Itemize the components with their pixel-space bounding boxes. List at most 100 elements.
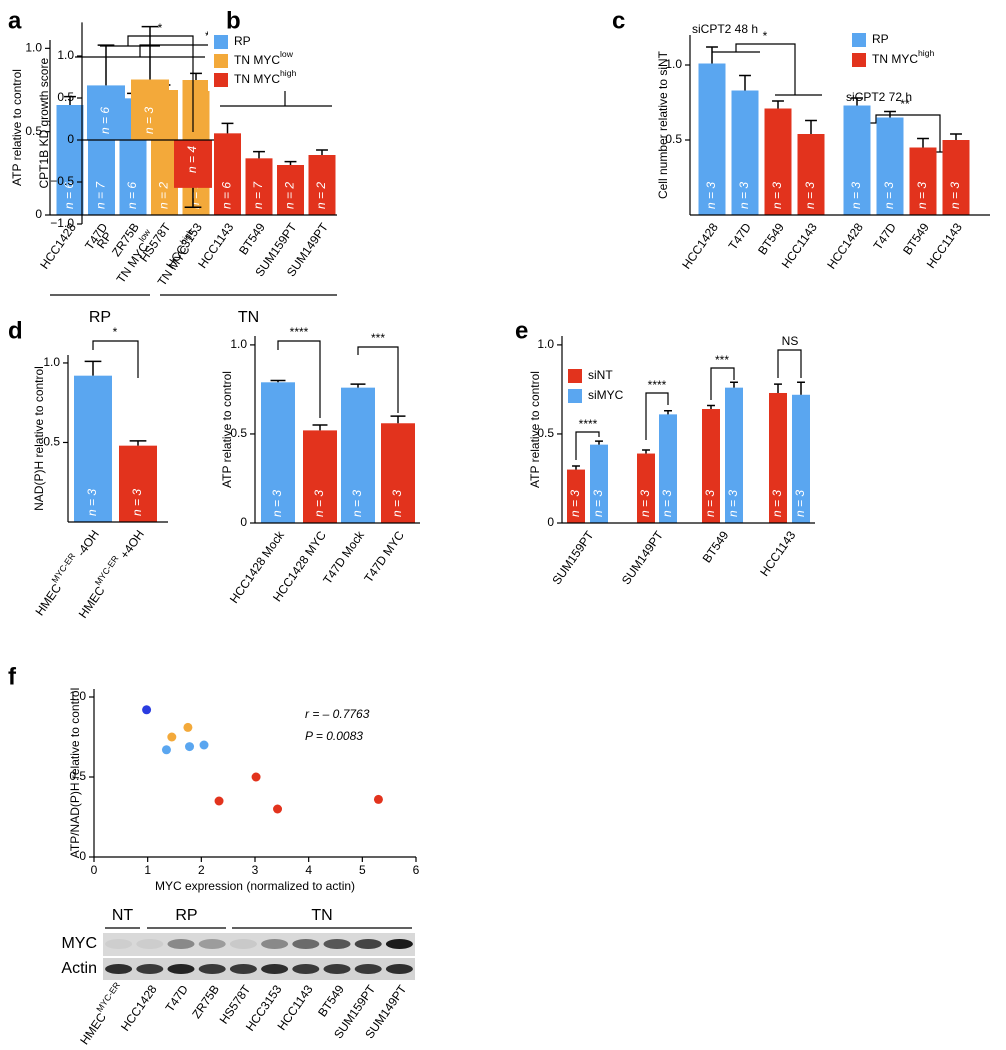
panel-letter: e	[515, 317, 528, 344]
bar	[637, 453, 655, 523]
lane-label: ZR75B	[189, 983, 222, 1022]
point	[373, 794, 383, 804]
significance-label: ***	[715, 353, 729, 367]
significance-label: *	[113, 325, 118, 339]
n-label: n = 3	[737, 182, 751, 209]
significance-bracket	[710, 367, 735, 400]
bar	[702, 409, 720, 523]
n-label: n = 6	[62, 182, 76, 209]
blot-band	[385, 964, 413, 974]
bar	[725, 387, 743, 523]
y-tick-label: 0.5	[665, 132, 682, 146]
n-label: n = 3	[770, 490, 784, 517]
significance-bracket	[92, 340, 139, 378]
legend-label-part: RP	[234, 34, 251, 48]
blot-group-label: TN	[311, 907, 332, 924]
x-tick-label-part: HMEC	[76, 584, 108, 621]
bar	[308, 155, 336, 215]
significance-label: *	[763, 29, 768, 43]
y-tick-label: 1.0	[25, 41, 42, 55]
x-tick-label: SUM159PT	[550, 528, 597, 587]
y-tick-label: 1.0	[537, 337, 554, 351]
n-label: n = 3	[915, 182, 929, 209]
legend-label-part: low	[280, 49, 294, 59]
point	[185, 742, 195, 752]
error-bar	[730, 381, 738, 388]
x-tick-label-part: T47D	[871, 220, 899, 252]
legend-label-part: siMYC	[588, 388, 624, 402]
lane-label-part: T47D	[163, 982, 191, 1014]
y-tick-label: 0.5	[57, 90, 74, 104]
bar	[731, 90, 759, 215]
legend-label: RP	[234, 34, 251, 48]
x-tick-label-part: SUM149PT	[619, 528, 666, 587]
error-bar	[572, 465, 580, 470]
x-tick-label-part: HCC1143	[757, 528, 798, 579]
panel-letter: c	[612, 7, 625, 34]
blot-band	[105, 939, 133, 949]
lane-label-part: MYC-ER	[94, 980, 122, 1014]
error-bar	[97, 44, 115, 86]
legend-label: TN MYChigh	[872, 48, 935, 66]
n-label: n = 3	[726, 490, 740, 517]
error-bar	[64, 95, 76, 105]
y-tick-label: 0	[240, 515, 247, 529]
y-axis-label: ATP relative to control	[220, 371, 234, 488]
n-label: n = 4	[185, 146, 199, 173]
significance-label: ****	[648, 378, 667, 392]
blot-band	[198, 939, 226, 949]
blot-band	[292, 964, 320, 974]
error-bar	[312, 424, 328, 431]
point	[199, 740, 209, 750]
blot-band	[261, 939, 289, 949]
lane-label-part: HCC1428	[118, 982, 160, 1033]
annotation: r = – 0.7763	[305, 707, 370, 721]
error-bar	[184, 187, 202, 208]
x-tick-label-part: HCC1428	[679, 220, 721, 271]
x-axis-label: MYC expression (normalized to actin)	[155, 879, 355, 893]
n-label: n = 3	[312, 490, 326, 517]
bar	[909, 147, 937, 215]
annotation: siCPT2 72 h	[846, 90, 912, 104]
point	[214, 796, 224, 806]
legend-swatch	[852, 33, 866, 47]
significance-label: ****	[579, 417, 598, 431]
significance-bracket	[777, 349, 802, 378]
x-tick-label: T47D	[871, 220, 899, 252]
n-label: n = 3	[568, 490, 582, 517]
x-tick-label-part: BT549	[700, 528, 732, 565]
blot-band	[229, 964, 257, 974]
bar	[590, 444, 608, 523]
y-tick-label: 1.0	[57, 48, 74, 62]
y-tick-label: 0	[67, 132, 74, 146]
bar	[843, 105, 871, 215]
bar	[876, 117, 904, 215]
error-bar	[190, 72, 202, 80]
error-bar	[706, 46, 718, 64]
x-tick-label: T47D MYC	[362, 528, 408, 585]
blot-band	[354, 939, 382, 949]
panel-letter: d	[8, 317, 23, 344]
y-tick-label: 0	[35, 207, 42, 221]
x-tick-label: 4	[305, 863, 312, 877]
n-label: n = 3	[390, 490, 404, 517]
x-tick-label: BT549	[755, 220, 787, 257]
n-label: n = 5	[188, 182, 202, 209]
bar	[303, 430, 337, 523]
panel-letter: b	[226, 7, 241, 34]
significance-label: *	[158, 21, 163, 35]
error-bar	[270, 379, 286, 383]
lane-label: T47D	[163, 982, 191, 1014]
n-label: n = 3	[85, 489, 99, 516]
blot-band	[323, 939, 351, 949]
x-tick-label-part: MYC-ER	[93, 554, 121, 588]
error-bar	[950, 133, 962, 140]
legend-label-part: high	[918, 48, 935, 58]
x-tick-label-part: MYC-ER	[50, 551, 78, 585]
blot-row-label: Actin	[61, 960, 97, 977]
error-bar	[390, 415, 406, 424]
n-label: n = 3	[142, 107, 156, 134]
annotation: siCPT2 48 h	[692, 22, 758, 36]
significance-bracket	[575, 431, 600, 460]
legend-label: RP	[872, 32, 889, 46]
